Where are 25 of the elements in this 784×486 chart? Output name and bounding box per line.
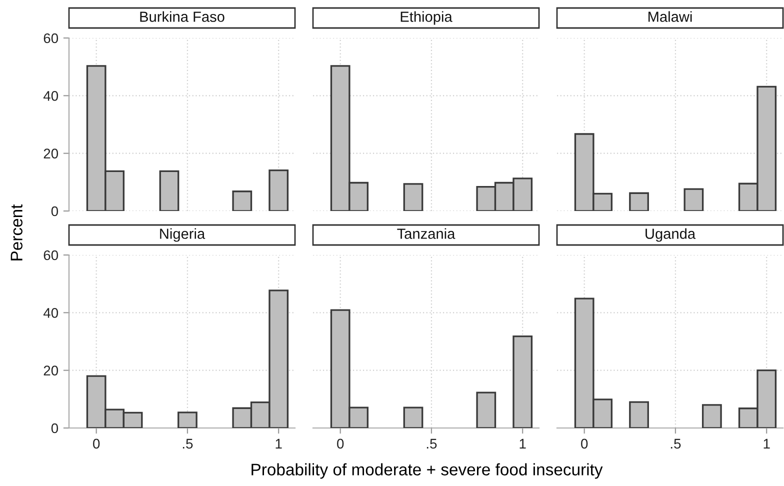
x-tick-label: 1 (520, 438, 526, 448)
x-tick-label: .5 (182, 438, 193, 449)
x-tick-label: 1 (276, 438, 282, 448)
x-tick-label: 0 (581, 438, 588, 449)
y-tick-label: 60 (44, 33, 58, 44)
x-axis-title: Probability of moderate + severe food insecurity (252, 463, 603, 479)
y-tick-label: 20 (44, 148, 58, 159)
chart-title: Burkina Faso (140, 11, 224, 22)
chart-title: Malawi (648, 11, 692, 22)
y-tick-label: 60 (44, 250, 58, 260)
y-tick-label: 20 (44, 366, 58, 376)
x-tick-label: 1 (764, 438, 770, 448)
chart-title: Ethiopia (400, 11, 452, 25)
y-tick-label: 40 (43, 91, 58, 101)
x-tick-label: .5 (670, 438, 681, 449)
chart-title: Uganda (646, 228, 696, 242)
chart-title: Tanzania (397, 228, 456, 239)
chart-title: Nigeria (160, 228, 206, 242)
y-tick-label: 0 (51, 206, 58, 216)
y-tick-label: 0 (51, 423, 58, 434)
y-axis-title: Percent (10, 204, 22, 260)
x-tick-label: 0 (337, 438, 344, 449)
x-tick-label: 0 (93, 438, 100, 449)
x-tick-label: .5 (426, 438, 437, 449)
y-tick-label: 40 (43, 308, 58, 318)
